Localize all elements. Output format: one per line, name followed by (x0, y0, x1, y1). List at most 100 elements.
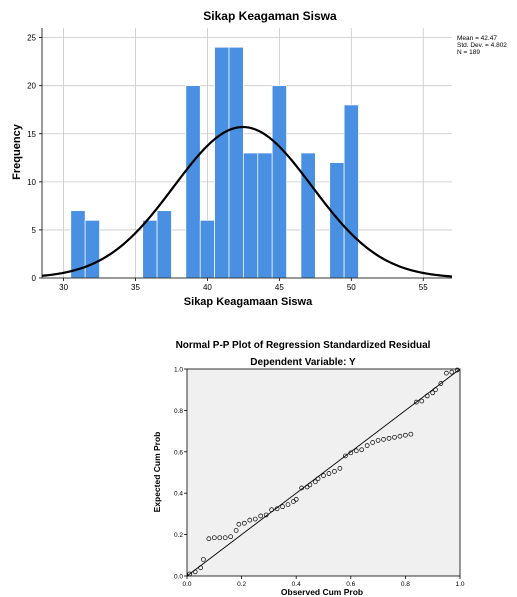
stat-n: N = 189 (457, 49, 480, 56)
histogram-x-tick-label: 40 (203, 283, 212, 292)
pp-point (312, 479, 318, 485)
pp-point (198, 565, 203, 571)
pp-point (424, 393, 430, 399)
pp-y-tick-label: 1.0 (174, 367, 183, 374)
pp-point (217, 535, 223, 541)
pp-point (315, 476, 321, 482)
pp-point (307, 482, 313, 488)
pp-y-tick-label: 0.8 (174, 408, 183, 415)
pp-x-tick-label: 1.0 (455, 581, 464, 588)
pp-point (201, 557, 206, 562)
pp-point (321, 473, 326, 478)
pp-x-tick-label: 0.0 (182, 581, 191, 588)
histogram-bar (257, 152, 273, 279)
histogram-bar (343, 104, 359, 279)
pp-point (444, 370, 449, 376)
pp-y-tick-label: 0.4 (174, 491, 183, 498)
histogram-xlabel: Sikap Keagamaan Siswa (184, 296, 313, 308)
pp-point (241, 520, 247, 526)
pp-point (342, 453, 348, 459)
histogram-y-tick-label: 15 (27, 130, 36, 139)
histogram-bar (243, 152, 259, 279)
pp-point (293, 497, 299, 502)
pp-point (285, 502, 291, 507)
pp-point (413, 399, 419, 405)
pp-point (386, 435, 392, 441)
pp-point (326, 471, 332, 476)
histogram-bar (271, 85, 287, 279)
histogram-x-tick-label: 50 (347, 283, 356, 292)
pp-y-tick-label: 0.2 (174, 532, 183, 539)
pp-plot-area (186, 368, 461, 577)
pp-point (252, 516, 258, 522)
histogram-title: Sikap Keagaman Siswa (203, 9, 337, 23)
histogram-x-tick-label: 45 (275, 283, 284, 292)
pp-point (304, 484, 310, 490)
histogram-bar (214, 46, 230, 279)
histogram-chart: Sikap Keagaman Siswa Mean = 42.47 Std. D… (11, 9, 507, 308)
histogram-x-tick-label: 55 (419, 283, 428, 292)
pp-point (192, 569, 198, 575)
histogram-bar (142, 219, 158, 279)
pp-x-tick-label: 0.6 (346, 581, 355, 588)
pp-point (228, 534, 234, 540)
histogram-bar (84, 219, 100, 279)
histogram-x-tick-label: 30 (59, 283, 68, 292)
pp-point (433, 387, 438, 393)
pp-point (187, 571, 193, 577)
pp-point (381, 437, 386, 442)
pp-point (403, 432, 408, 438)
pp-point (274, 506, 280, 512)
histogram-stats: Mean = 42.47 Std. Dev. = 4.802 N = 189 (457, 35, 507, 56)
pp-point (364, 443, 370, 448)
pp-point (430, 390, 436, 396)
histogram-y-tick-label: 10 (27, 178, 36, 187)
pp-xlabel: Observed Cum Prob (281, 587, 363, 597)
pp-point (359, 447, 365, 453)
pp-point (233, 528, 239, 533)
pp-point (269, 507, 274, 513)
pp-point (299, 485, 305, 491)
pp-point (348, 450, 354, 456)
pp-x-tick-label: 0.2 (237, 581, 246, 588)
pp-subtitle: Dependent Variable: Y (250, 357, 356, 368)
pp-y-tick-label: 0.0 (174, 574, 183, 581)
pp-x-tick-label: 0.8 (401, 581, 410, 588)
pp-point (211, 535, 217, 541)
pp-point (408, 431, 414, 437)
pp-point (370, 440, 375, 445)
pp-point (280, 504, 285, 510)
histogram-y-tick-label: 25 (27, 34, 36, 43)
stat-mean: Mean = 42.47 (457, 35, 497, 42)
histogram-y-tick-label: 0 (32, 274, 37, 283)
pp-point (236, 521, 242, 527)
normal-curve (41, 125, 453, 278)
pp-y-tick-label: 0.6 (174, 449, 183, 456)
pp-point (332, 469, 337, 474)
histogram-bar (185, 85, 201, 279)
pp-title: Normal P-P Plot of Regression Standardiz… (176, 340, 431, 351)
pp-point (263, 512, 269, 518)
pp-point (449, 369, 455, 375)
pp-point (258, 513, 264, 519)
pp-point (337, 466, 343, 471)
histogram-bar (156, 210, 172, 279)
pp-point (206, 536, 212, 542)
pp-point (392, 434, 397, 440)
pp-x-tick-label: 0.4 (292, 581, 301, 588)
histogram-bar (199, 219, 215, 279)
pp-point (247, 517, 253, 523)
histogram-bar (300, 152, 316, 279)
pp-point (353, 448, 359, 454)
pp-point (397, 433, 403, 439)
histogram-bar (329, 162, 345, 279)
histogram-x-tick-label: 35 (131, 283, 140, 292)
pp-point (454, 367, 460, 373)
histogram-y-tick-label: 20 (27, 82, 36, 91)
pp-point (438, 381, 444, 386)
pp-point (419, 398, 425, 404)
stat-std: Std. Dev. = 4.802 (457, 42, 507, 49)
pp-point (375, 438, 381, 443)
pp-point (291, 499, 296, 504)
histogram-y-tick-label: 5 (32, 226, 37, 235)
